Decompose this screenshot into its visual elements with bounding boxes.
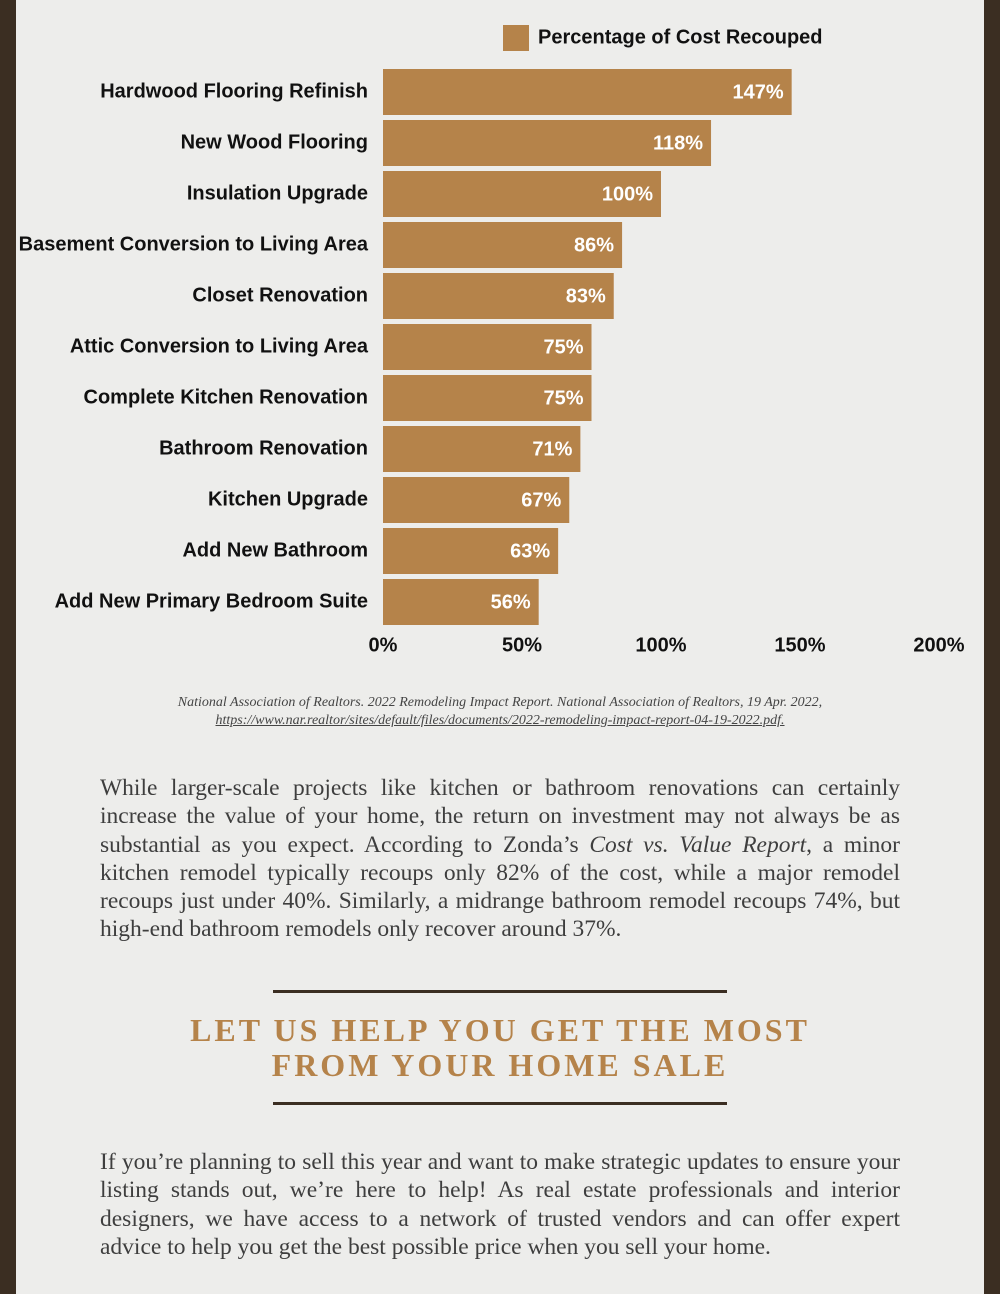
x-tick-label: 200% xyxy=(913,634,964,656)
x-tick-label: 150% xyxy=(774,634,825,656)
bar xyxy=(383,120,712,166)
bar xyxy=(383,222,623,268)
bar xyxy=(383,171,661,217)
divider xyxy=(273,1102,727,1105)
text: , a minor kitchen remodel typically reco… xyxy=(100,831,900,943)
citation: National Association of Realtors. 2022 R… xyxy=(177,695,823,710)
value-label: 75% xyxy=(543,387,583,409)
category-label: New Wood Flooring xyxy=(181,131,368,153)
value-label: 100% xyxy=(602,183,653,205)
value-label: 147% xyxy=(733,81,784,103)
value-label: 83% xyxy=(566,285,606,307)
bar xyxy=(383,375,592,421)
x-tick-label: 0% xyxy=(369,634,398,656)
value-label: 86% xyxy=(574,234,614,256)
report-title: Cost vs. Value Report xyxy=(589,831,807,858)
category-label: Add New Primary Bedroom Suite xyxy=(55,590,368,612)
bar xyxy=(383,528,559,574)
divider xyxy=(273,990,727,993)
x-tick-label: 50% xyxy=(502,634,542,656)
chart: 0% 50% 100% 150% 200% Percentage of Cost Reco… xyxy=(19,25,965,656)
document: 0% 50% 100% 150% 200% Percentage of Cost Reco… xyxy=(16,0,984,1294)
legend-label: Percentage of Cost Recouped xyxy=(538,26,823,48)
bar xyxy=(383,324,592,370)
category-label: Basement Conversion to Living Area xyxy=(19,233,369,255)
citation-link[interactable]: https://www.nar.realtor/sites/default/fi… xyxy=(215,713,785,728)
category-label: Bathroom Renovation xyxy=(159,437,368,459)
paragraph: If you’re planning to sell this year and… xyxy=(100,1149,900,1260)
value-label: 75% xyxy=(543,336,583,358)
category-label: Insulation Upgrade xyxy=(187,182,368,204)
bar xyxy=(383,426,581,472)
heading-line: LET US HELP YOU GET THE MOST xyxy=(190,1012,810,1048)
value-label: 71% xyxy=(532,438,572,460)
paragraph: While larger-scale projects like kitchen… xyxy=(100,774,900,944)
category-label: Hardwood Flooring Refinish xyxy=(100,80,368,102)
category-label: Complete Kitchen Renovation xyxy=(84,386,368,408)
text: While larger-scale projects like kitchen… xyxy=(100,775,900,858)
category-label: Closet Renovation xyxy=(192,284,368,306)
bar xyxy=(383,69,792,115)
bar xyxy=(383,477,570,523)
value-label: 56% xyxy=(491,591,531,613)
category-label: Attic Conversion to Living Area xyxy=(70,335,369,357)
bar xyxy=(383,579,539,625)
category-label: Kitchen Upgrade xyxy=(208,488,368,510)
heading-line: FROM YOUR HOME SALE xyxy=(271,1047,729,1083)
category-label: Add New Bathroom xyxy=(182,539,368,561)
legend-swatch xyxy=(503,25,529,51)
bar xyxy=(383,273,614,319)
x-tick-label: 100% xyxy=(635,634,686,656)
value-label: 63% xyxy=(510,540,550,562)
value-label: 118% xyxy=(653,132,703,154)
value-label: 67% xyxy=(521,489,561,511)
